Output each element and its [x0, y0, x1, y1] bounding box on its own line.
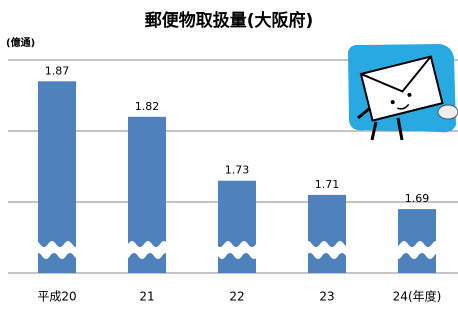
value-label: 1.82 [135, 100, 160, 113]
mascot [348, 44, 458, 140]
value-label: 1.87 [45, 64, 70, 77]
value-label: 1.73 [225, 164, 250, 177]
y-axis-label: (億通) [6, 36, 35, 49]
x-tick-label: 21 [139, 290, 154, 304]
x-tick-label: 23 [319, 290, 334, 304]
x-tick-label: 22 [229, 290, 244, 304]
bar [308, 195, 346, 273]
value-label: 1.69 [405, 192, 430, 205]
x-tick-label: 平成20 [37, 290, 76, 304]
x-tick-label: 24(年度) [393, 289, 442, 304]
value-label: 1.71 [315, 178, 340, 191]
page: {"chart_data": {"type": "bar", "title": … [0, 0, 458, 306]
bar [218, 181, 256, 273]
chart-title: 郵便物取扱量(大阪府) [145, 10, 314, 31]
chart: 郵便物取扱量(大阪府) (億通) 1.87 平成20 1.82 21 1.73 22 1.7… [0, 0, 458, 306]
